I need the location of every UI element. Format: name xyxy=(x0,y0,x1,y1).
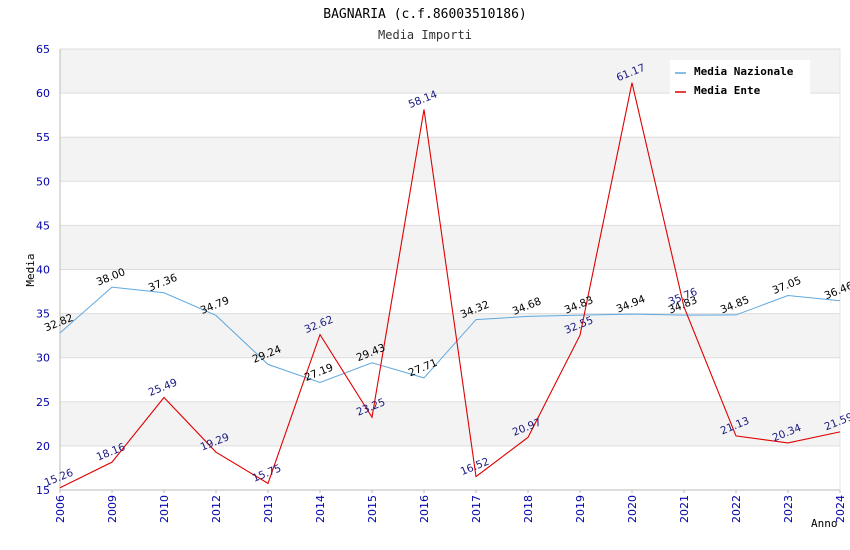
legend-label-nazionale: Media Nazionale xyxy=(694,65,794,78)
grid-band xyxy=(60,137,840,182)
grid-band xyxy=(60,313,840,358)
x-tick-label: 2016 xyxy=(418,495,431,523)
series-line-nazionale xyxy=(59,286,841,384)
x-tick-label: 2013 xyxy=(262,495,275,523)
x-tick-label: 2010 xyxy=(158,495,171,523)
y-tick-label: 50 xyxy=(36,175,50,188)
grid-band xyxy=(60,93,840,138)
legend-box xyxy=(670,60,810,98)
x-tick-label: 2018 xyxy=(522,495,535,523)
x-tick-label: 2012 xyxy=(210,495,223,523)
x-tick-label: 2021 xyxy=(678,495,691,523)
x-tick-label: 2019 xyxy=(574,495,587,523)
x-tick-label: 2006 xyxy=(54,495,67,523)
chart-subtitle: Media Importi xyxy=(378,28,472,42)
y-tick-label: 65 xyxy=(36,43,50,56)
grid-band xyxy=(60,181,840,226)
series-line-ente xyxy=(59,82,841,489)
x-tick-labels: 2006 2009 2010 2012 2013 2014 2015 2016 2017 2018… xyxy=(54,495,847,523)
x-tick-label: 2015 xyxy=(366,495,379,523)
y-tick-label: 45 xyxy=(36,219,50,232)
y-tick-label: 30 xyxy=(36,352,50,365)
x-tick-label: 2020 xyxy=(626,495,639,523)
y-tick-label: 20 xyxy=(36,440,50,453)
grid-band xyxy=(60,357,840,402)
chart-title: BAGNARIA (c.f.86003510186) xyxy=(323,7,527,22)
y-axis-label: Media xyxy=(24,253,37,286)
y-tick-label: 35 xyxy=(36,308,50,321)
y-tick-label: 40 xyxy=(36,264,50,277)
y-tick-labels: 15 20 25 30 35 40 45 50 55 60 65 xyxy=(36,43,50,497)
x-tick-label: 2023 xyxy=(782,495,795,523)
y-tick-label: 25 xyxy=(36,396,50,409)
x-tick-label: 2024 xyxy=(834,495,847,523)
x-tick-label: 2009 xyxy=(106,495,119,523)
x-tick-label: 2014 xyxy=(314,495,327,523)
grid-band xyxy=(60,225,840,270)
x-axis-label: Anno xyxy=(811,517,838,530)
legend-label-ente: Media Ente xyxy=(694,84,761,97)
grid-band xyxy=(60,445,840,490)
axes xyxy=(59,49,841,493)
series-lines xyxy=(59,82,841,489)
y-tick-label: 60 xyxy=(36,87,50,100)
grid-band xyxy=(60,401,840,446)
legend: Media Nazionale Media Ente xyxy=(670,60,810,98)
y-tick-label: 15 xyxy=(36,484,50,497)
x-tick-label: 2017 xyxy=(470,495,483,523)
y-tick-label: 55 xyxy=(36,131,50,144)
x-tick-label: 2022 xyxy=(730,495,743,523)
